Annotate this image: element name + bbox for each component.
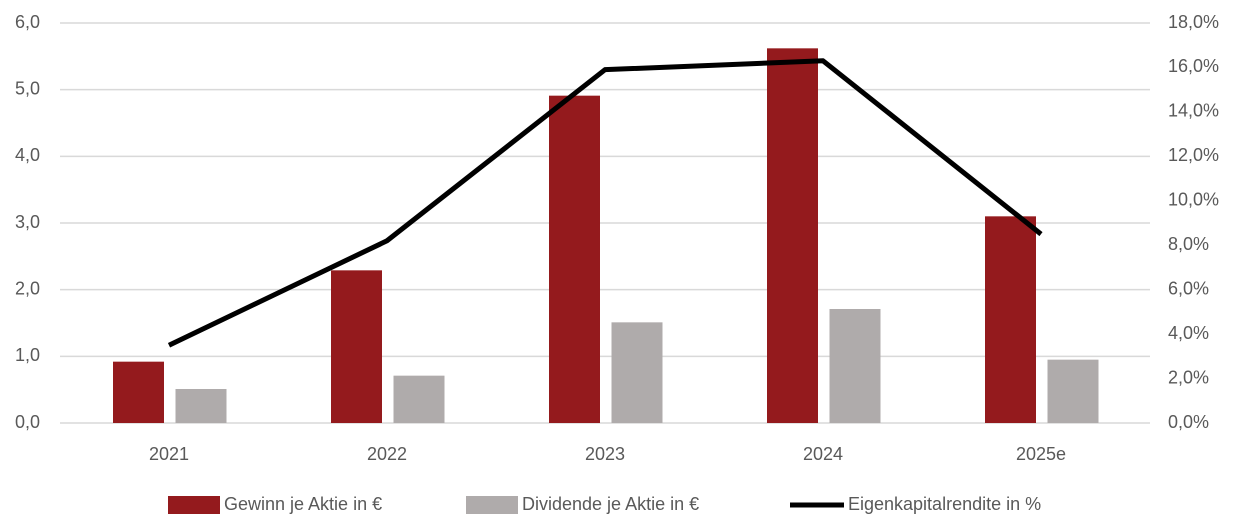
x-tick-label: 2023: [585, 444, 625, 464]
y-tick-label: 3,0: [15, 212, 40, 232]
y2-tick-label: 16,0%: [1168, 56, 1219, 76]
bar: [549, 95, 600, 424]
bar: [829, 309, 881, 423]
y2-tick-label: 6,0%: [1168, 278, 1209, 298]
bar: [767, 48, 818, 423]
y-tick-label: 5,0: [15, 78, 40, 98]
x-tick-label: 2025e: [1016, 444, 1066, 464]
y2-tick-label: 12,0%: [1168, 145, 1219, 165]
y2-tick-label: 14,0%: [1168, 101, 1219, 121]
y-tick-label: 1,0: [15, 345, 40, 365]
y-tick-label: 4,0: [15, 145, 40, 165]
bar: [113, 361, 164, 423]
bar: [175, 389, 227, 423]
y2-tick-label: 18,0%: [1168, 12, 1219, 32]
y-tick-label: 2,0: [15, 278, 40, 298]
line: [167, 58, 1043, 348]
y2-tick-label: 8,0%: [1168, 234, 1209, 254]
legend-label: Eigenkapitalrendite in %: [848, 494, 1041, 514]
bar: [611, 322, 663, 423]
legend-label: Gewinn je Aktie in €: [224, 494, 382, 514]
bar: [985, 216, 1036, 423]
y2-tick-label: 2,0%: [1168, 367, 1209, 387]
y2-tick-label: 10,0%: [1168, 190, 1219, 210]
legend-swatch: [168, 496, 220, 514]
bar: [1047, 359, 1099, 423]
legend-swatch: [466, 496, 518, 514]
x-tick-label: 2024: [803, 444, 843, 464]
legend-label: Dividende je Aktie in €: [522, 494, 699, 514]
y2-tick-label: 4,0%: [1168, 323, 1209, 343]
bar: [331, 270, 382, 423]
bar: [393, 375, 445, 423]
x-tick-label: 2021: [149, 444, 189, 464]
y-tick-label: 6,0: [15, 12, 40, 32]
y2-tick-label: 0,0%: [1168, 412, 1209, 432]
y-tick-label: 0,0: [15, 412, 40, 432]
x-tick-label: 2022: [367, 444, 407, 464]
